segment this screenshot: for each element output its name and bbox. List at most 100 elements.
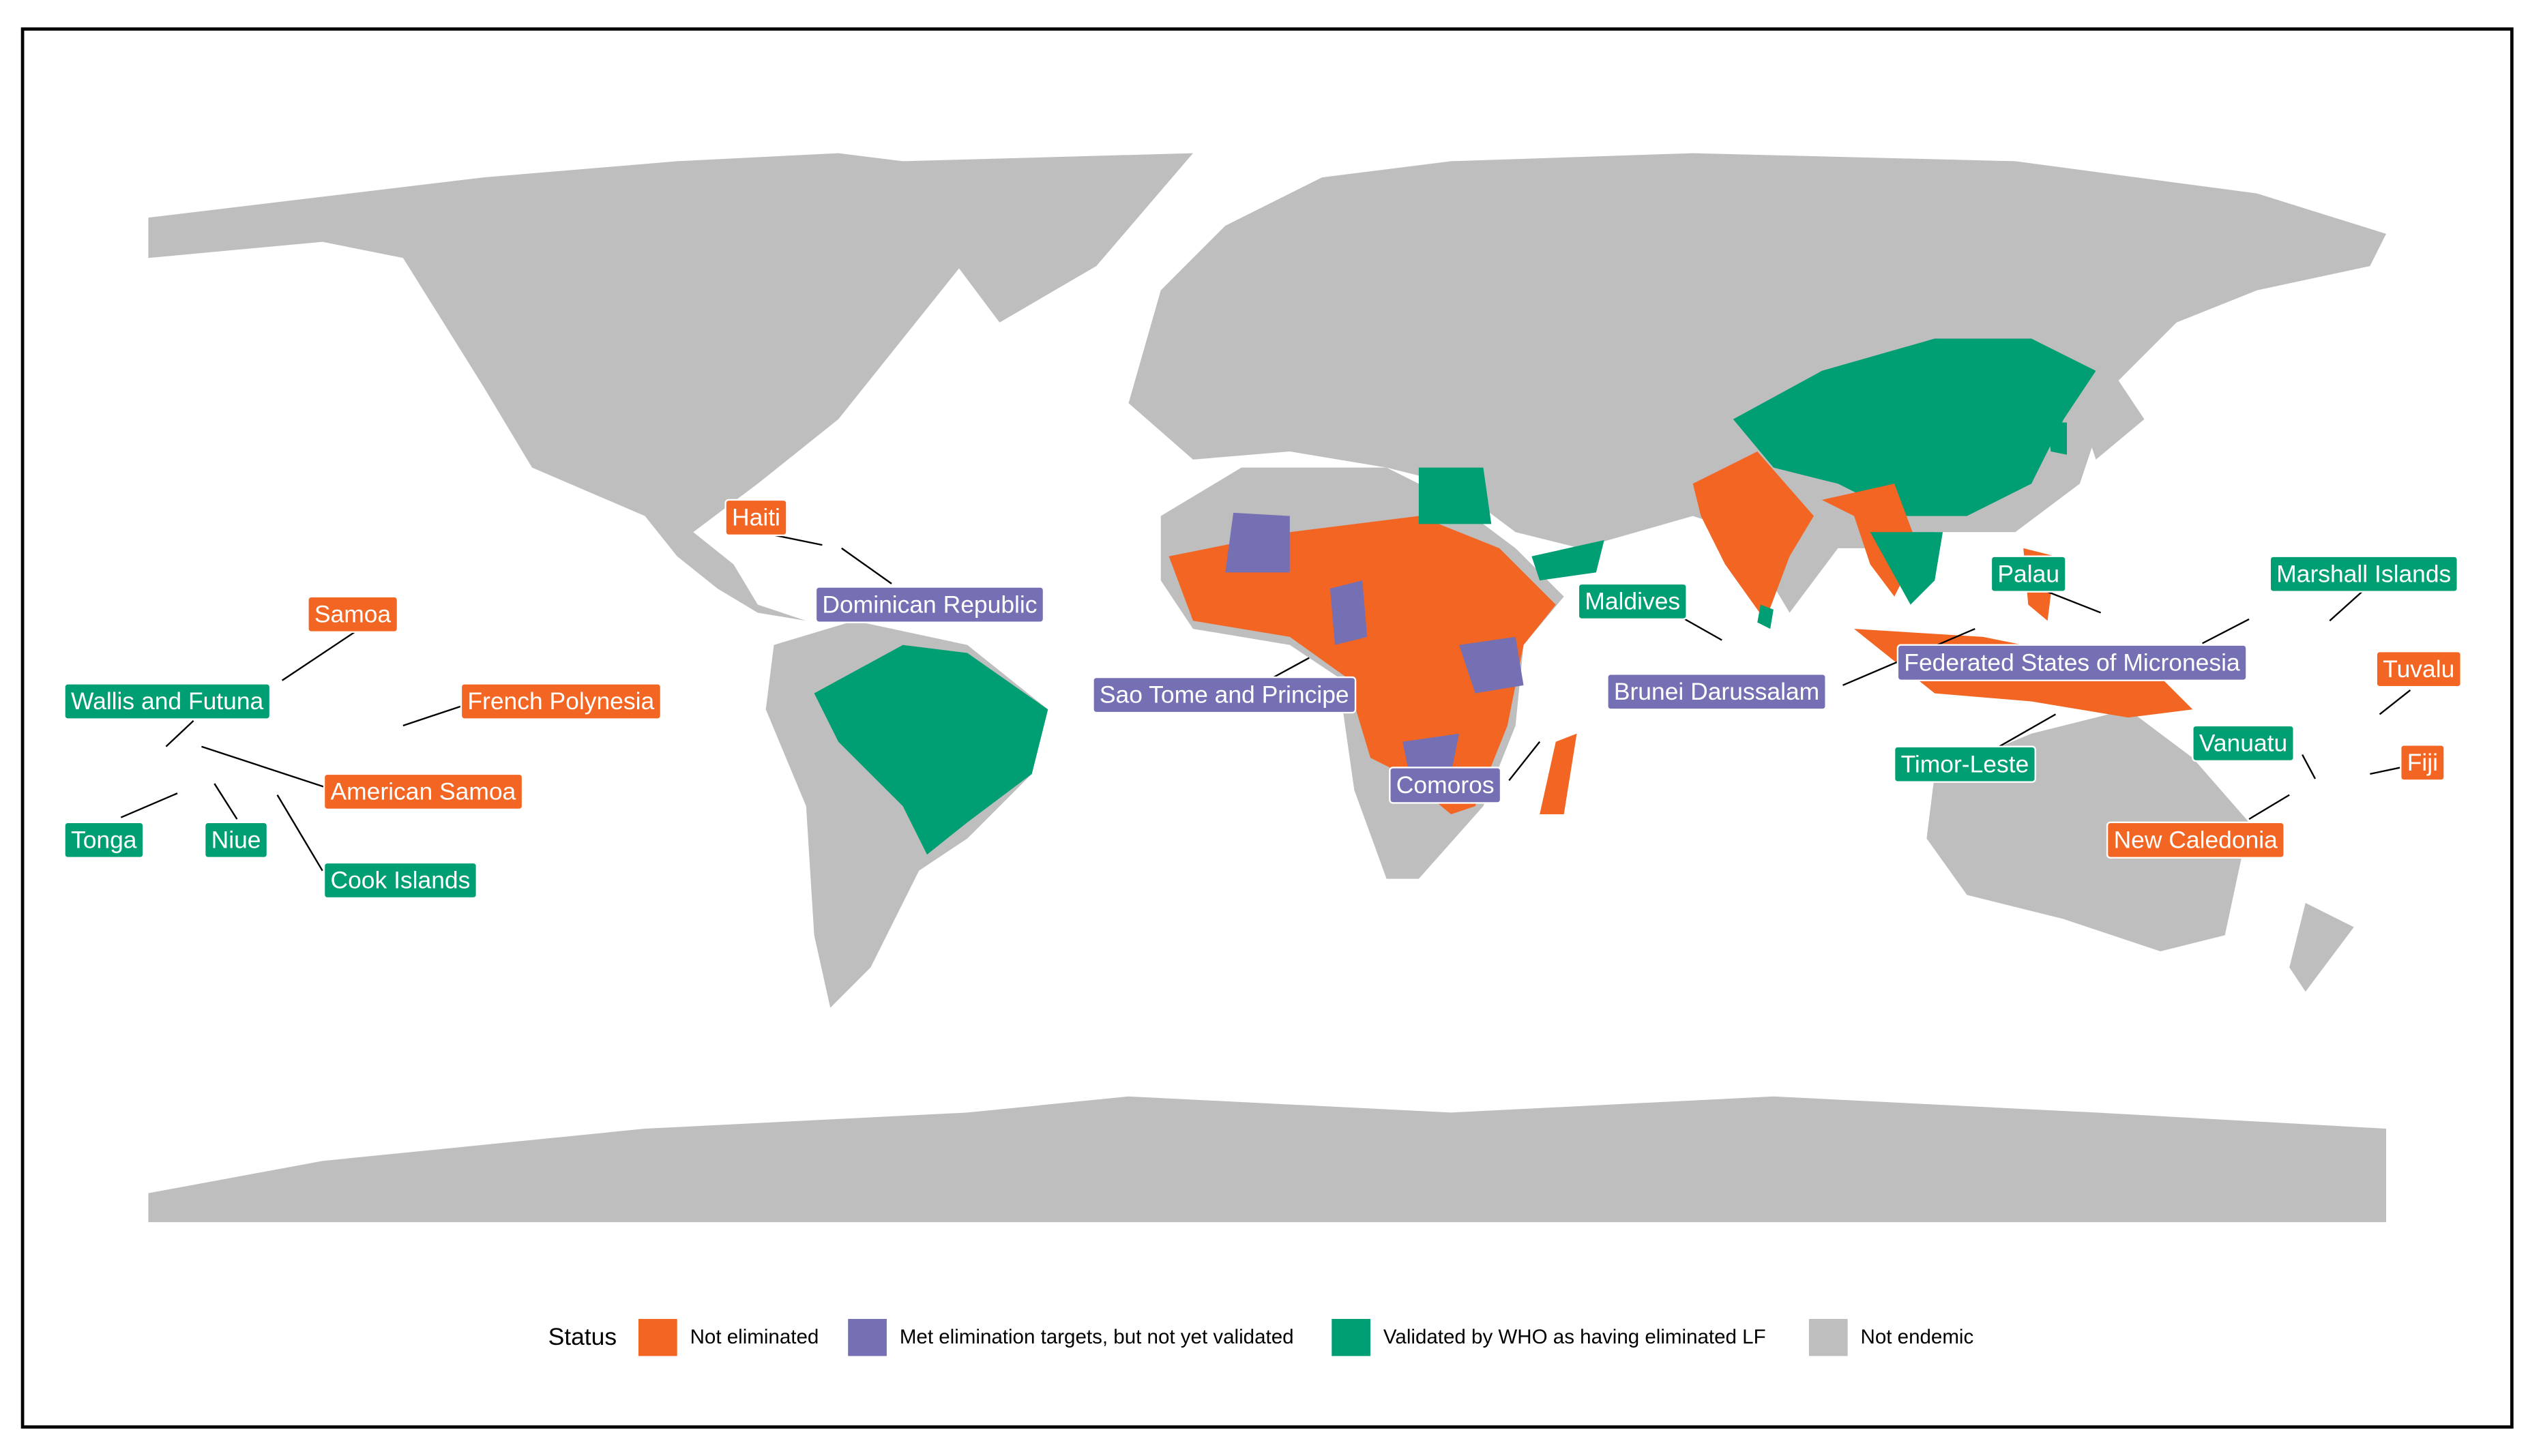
west-africa-region [1225, 512, 1290, 573]
country-label-text: Tonga [71, 827, 137, 854]
egypt-region [1418, 467, 1492, 524]
new-zealand [2289, 903, 2354, 992]
country-label-box [2269, 555, 2458, 593]
legend-label: Not eliminated [690, 1326, 819, 1348]
country-label-box [2106, 821, 2285, 859]
country-label-box [1606, 673, 1827, 711]
country-label-text: New Caledonia [2114, 827, 2278, 854]
country-label-text: Cook Islands [331, 867, 471, 894]
legend-swatch [1332, 1319, 1370, 1356]
country-label-text: Comoros [1396, 771, 1495, 799]
country-label: Wallis and Futuna [63, 683, 271, 720]
country-label: Federated States of Micronesia [1896, 644, 2248, 681]
country-label-text: Tuvalu [2383, 655, 2454, 683]
country-label-text: Federated States of Micronesia [1904, 649, 2240, 676]
country-label-box [1577, 582, 1688, 621]
country-label-text: Niue [211, 827, 261, 854]
country-label-text: Fiji [2407, 749, 2438, 776]
leader-line [2329, 591, 2363, 622]
eurasia [1128, 153, 2387, 613]
country-label-text: Maldives [1585, 588, 1680, 615]
leader-line [1508, 741, 1541, 782]
country-label-box [2400, 744, 2445, 782]
country-label: Timor-Leste [1893, 745, 2036, 783]
status-regions [814, 338, 2193, 855]
country-label: Cook Islands [323, 861, 477, 900]
country-label-box [460, 683, 662, 720]
legend-label: Met elimination targets, but not yet val… [900, 1326, 1294, 1348]
leader-line [281, 631, 355, 681]
leader-line [165, 719, 194, 747]
leader-line [2379, 689, 2411, 715]
leader-line [2202, 618, 2250, 644]
country-label-text: Marshall Islands [2276, 560, 2451, 587]
country-label-text: Palau [1997, 560, 2059, 587]
country-label-box [203, 821, 269, 859]
leader-line [2370, 767, 2401, 775]
country-label-text: Timor-Leste [1901, 750, 2029, 777]
antarctica [148, 1096, 2387, 1223]
leader-line [201, 745, 325, 788]
country-label-box [724, 499, 788, 537]
leader-line [402, 705, 462, 727]
leader-line [841, 547, 892, 584]
country-label: Dominican Republic [814, 586, 1045, 623]
legend: Status Not eliminated Met elimination tar… [548, 1319, 1973, 1356]
korea-region [2047, 422, 2068, 455]
north-america [148, 153, 968, 621]
brazil-region [814, 644, 1048, 855]
leader-line [276, 794, 323, 872]
country-label-box [1389, 767, 1502, 804]
country-label-text: Brunei Darussalam [1614, 678, 1819, 705]
country-label: Marshall Islands [2269, 555, 2458, 593]
country-label: Niue [203, 821, 269, 859]
country-label: Brunei Darussalam [1606, 673, 1827, 711]
east-africa-region [1458, 636, 1524, 694]
country-label-box [2192, 724, 2295, 762]
madagascar-region [1540, 733, 1577, 814]
britain [1193, 298, 1226, 347]
leader-line [2302, 754, 2317, 779]
leader-line [120, 792, 178, 818]
country-label: Tuvalu [2375, 651, 2462, 688]
greenland [902, 153, 1194, 323]
country-label-box [1893, 745, 2036, 783]
country-label: Samoa [307, 595, 399, 634]
country-label-box [1896, 644, 2248, 681]
country-label-text: American Samoa [331, 778, 516, 805]
cameroon-region [1329, 580, 1368, 645]
leader-line [1684, 618, 1722, 641]
country-label-text: Wallis and Futuna [71, 687, 264, 715]
legend-swatch [1808, 1319, 1848, 1356]
mainland-se-asia-region [1870, 532, 1943, 605]
country-label-box [1990, 555, 2067, 593]
country-label-box [2375, 651, 2462, 688]
india-region [1692, 451, 1814, 621]
leader-line [1273, 657, 1310, 679]
country-label-text: Haiti [732, 504, 780, 531]
china-region [1733, 338, 2096, 516]
country-label-box [1092, 676, 1357, 714]
country-labels: Haiti Dominican Republic Samoa Wallis and F… [63, 499, 2462, 900]
country-label: New Caledonia [2106, 821, 2285, 859]
frame [20, 27, 2514, 1429]
country-label: Tonga [63, 821, 145, 859]
country-label: American Samoa [323, 773, 524, 811]
country-label-box [307, 595, 399, 634]
country-label: French Polynesia [460, 683, 662, 720]
legend-title: Status [548, 1323, 617, 1350]
country-label: Sao Tome and Principe [1092, 676, 1357, 714]
leader-line [2248, 794, 2290, 820]
country-label-text: Dominican Republic [822, 591, 1037, 618]
leader-line [214, 783, 238, 820]
sri-lanka-region [1757, 604, 1774, 629]
leader-line [2047, 591, 2102, 614]
yemen-region [1531, 540, 1604, 581]
legend-swatch [848, 1319, 887, 1356]
country-label: Comoros [1389, 767, 1502, 804]
japan [2087, 370, 2145, 460]
country-label-text: Samoa [314, 601, 392, 628]
country-label-text: French Polynesia [467, 687, 654, 715]
country-label: Haiti [724, 499, 788, 537]
country-label: Palau [1990, 555, 2067, 593]
